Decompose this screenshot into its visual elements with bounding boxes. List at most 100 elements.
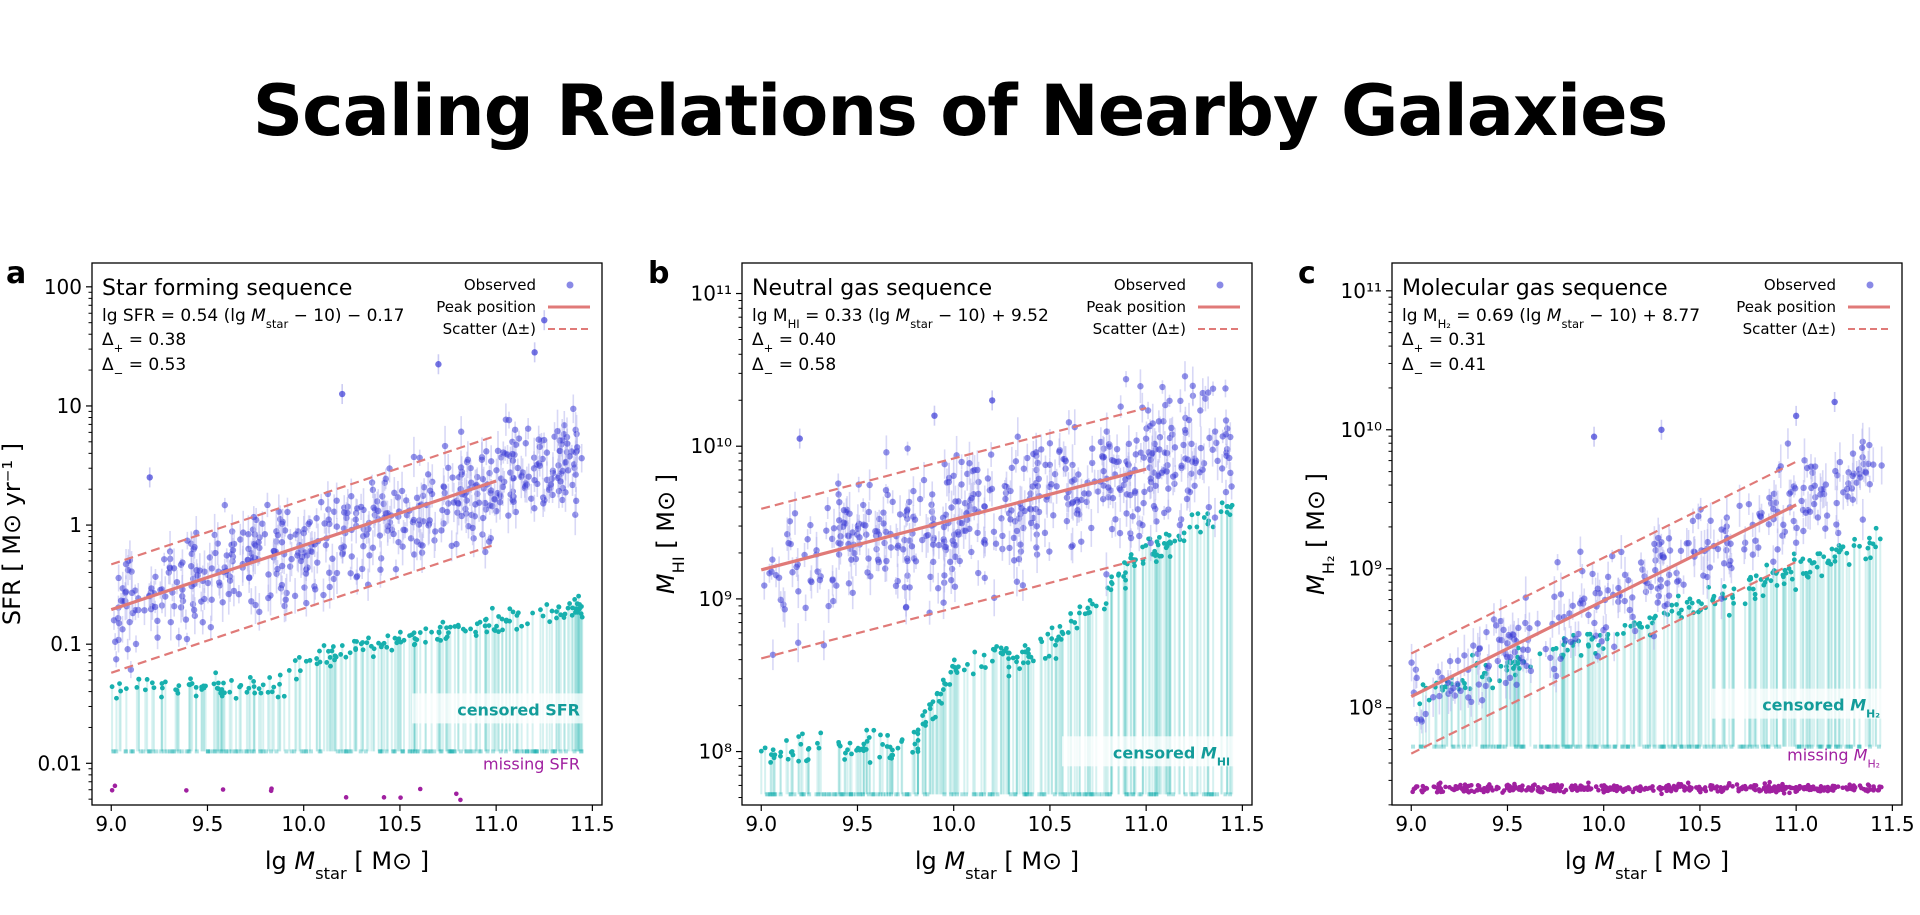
censored-floor-marker xyxy=(468,749,473,754)
censored-floor-marker xyxy=(1672,744,1677,749)
scatter-minus-line xyxy=(1410,560,1797,755)
observed-point xyxy=(825,602,832,610)
censored-floor-marker xyxy=(871,792,876,797)
observed-point xyxy=(419,542,426,549)
censored-floor-marker xyxy=(801,792,806,797)
censored-point xyxy=(1229,502,1235,508)
observed-point xyxy=(528,495,535,502)
observed-point xyxy=(472,501,479,508)
censored-floor-marker xyxy=(236,749,241,754)
observed-point xyxy=(204,579,212,587)
censored-floor-marker xyxy=(421,749,426,754)
x-tick-label: 10.5 xyxy=(1028,812,1073,836)
missing-point xyxy=(1607,785,1613,790)
observed-point xyxy=(1218,465,1226,472)
censored-point xyxy=(219,687,225,692)
missing-point xyxy=(1859,785,1864,791)
observed-point xyxy=(1621,597,1628,605)
censored-point xyxy=(1123,585,1128,591)
observed-point xyxy=(840,519,847,526)
censored-point xyxy=(1637,620,1643,626)
observed-point xyxy=(340,509,348,516)
observed-point xyxy=(382,510,390,517)
censored-point xyxy=(381,640,387,646)
observed-point xyxy=(1859,516,1867,523)
observed-point xyxy=(901,584,909,591)
observed-point xyxy=(1810,500,1818,508)
missing-point xyxy=(1843,785,1849,790)
observed-point xyxy=(330,575,338,583)
censored-point xyxy=(1686,604,1692,610)
censored-floor-marker xyxy=(881,792,886,797)
censored-floor-marker xyxy=(439,749,444,754)
observed-point xyxy=(487,458,495,465)
observed-point xyxy=(1122,375,1130,383)
observed-point xyxy=(1689,517,1697,525)
censored-point xyxy=(867,760,873,765)
censored-floor-marker xyxy=(995,792,1000,797)
observed-point xyxy=(1085,490,1092,497)
observed-point xyxy=(110,617,118,624)
observed-point xyxy=(958,481,965,488)
observed-point xyxy=(1206,434,1213,442)
censored-floor-marker xyxy=(1088,792,1093,797)
observed-point xyxy=(955,531,962,538)
delta-plus: Δ+ = 0.31 xyxy=(1402,330,1486,355)
censored-point xyxy=(784,738,789,743)
censored-floor-marker xyxy=(207,749,212,754)
observed-point xyxy=(274,531,282,539)
censored-floor-marker xyxy=(154,749,159,754)
censored-point xyxy=(1832,558,1838,564)
observed-point xyxy=(370,504,377,511)
censored-point xyxy=(411,642,417,648)
missing-point xyxy=(1569,787,1575,793)
censored-floor-marker xyxy=(261,749,266,754)
observed-point xyxy=(1032,449,1040,456)
censored-floor-marker xyxy=(1578,744,1583,749)
observed-point xyxy=(1046,548,1053,555)
censored-point xyxy=(351,638,357,644)
observed-point xyxy=(987,451,995,458)
censored-floor-marker xyxy=(114,749,119,754)
censored-floor-marker xyxy=(485,749,490,754)
observed-point xyxy=(395,538,402,546)
censored-floor-marker xyxy=(380,749,385,754)
observed-point xyxy=(1159,383,1166,391)
observed-point xyxy=(448,542,455,549)
observed-point xyxy=(543,449,551,456)
censored-point xyxy=(938,691,944,697)
censored-point xyxy=(1010,655,1016,661)
censored-point xyxy=(203,683,208,689)
censored-floor-marker xyxy=(1679,744,1684,749)
censored-floor-marker xyxy=(1659,744,1664,749)
censored-floor-marker xyxy=(1587,744,1592,749)
censored-point xyxy=(303,658,309,664)
censored-point xyxy=(339,643,345,648)
observed-point xyxy=(775,574,783,581)
observed-point xyxy=(981,536,988,544)
censored-point xyxy=(770,747,776,753)
censored-point xyxy=(1639,624,1645,630)
censored-point xyxy=(1028,654,1034,660)
censored-floor-marker xyxy=(990,792,995,797)
censored-floor-marker xyxy=(1848,744,1853,749)
censored-floor-marker xyxy=(1467,744,1472,749)
censored-floor-marker xyxy=(1152,792,1157,797)
censored-floor-marker xyxy=(814,792,819,797)
delta-minus: Δ− = 0.58 xyxy=(752,355,836,380)
observed-point xyxy=(1567,638,1575,646)
censored-floor-marker xyxy=(1818,744,1823,749)
censored-floor-marker xyxy=(1564,744,1569,749)
missing-point xyxy=(1423,785,1429,791)
missing-point xyxy=(1476,783,1482,789)
observed-point xyxy=(314,559,321,566)
observed-point xyxy=(829,577,836,584)
censored-point xyxy=(376,640,381,646)
censored-floor-marker xyxy=(1716,744,1721,749)
censored-floor-marker xyxy=(1695,744,1700,749)
observed-point xyxy=(512,441,520,448)
censored-point xyxy=(233,695,239,701)
observed-point xyxy=(353,573,360,581)
observed-point xyxy=(1494,657,1501,665)
observed-point xyxy=(1736,502,1743,509)
